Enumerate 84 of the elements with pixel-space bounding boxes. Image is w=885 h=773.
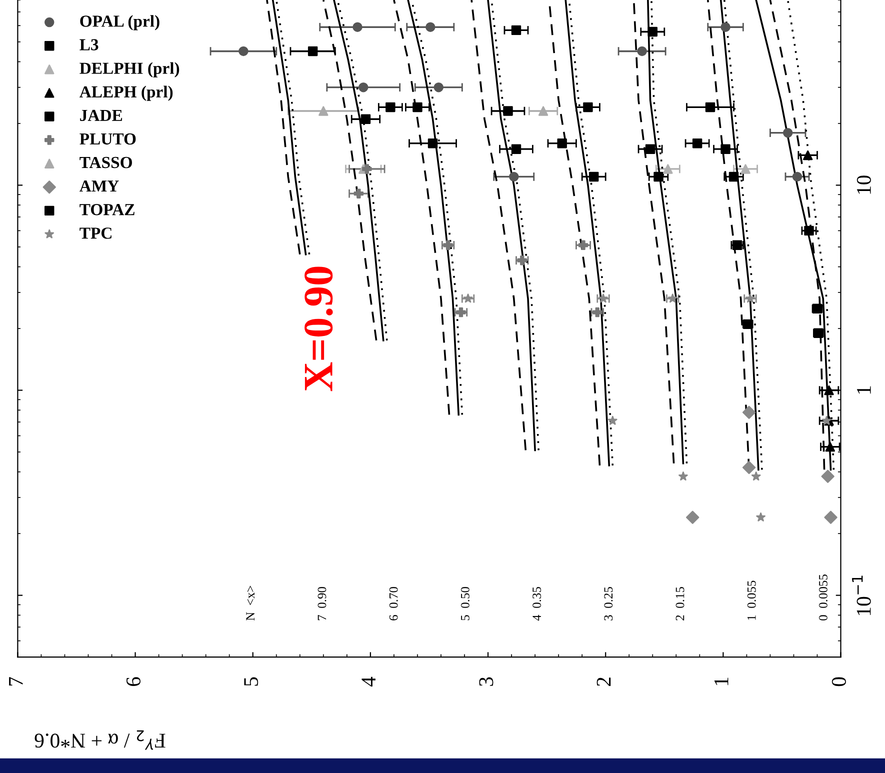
point — [509, 172, 519, 182]
point — [728, 172, 739, 182]
point — [557, 138, 567, 148]
annotation: 5 0.50 — [460, 587, 470, 620]
point — [663, 164, 673, 174]
point — [804, 226, 814, 236]
point — [822, 416, 832, 425]
point — [824, 510, 838, 524]
point — [308, 46, 318, 56]
x-tick-label: 1 — [714, 678, 728, 686]
x-tick-label: 6 — [126, 677, 140, 686]
point — [742, 460, 756, 474]
y-tick-label: 10$^{−1}$ — [852, 576, 871, 616]
point — [354, 188, 364, 198]
annotation: 4 0.35 — [532, 587, 542, 621]
point — [720, 144, 730, 154]
point — [434, 82, 444, 92]
point — [426, 22, 436, 32]
point — [751, 472, 761, 480]
point — [588, 172, 599, 182]
x-tick-label: 5 — [244, 677, 258, 686]
legend-label: OPAL (prl) — [80, 15, 160, 30]
x-tick-label: 0 — [832, 677, 846, 686]
point — [645, 144, 656, 154]
point — [238, 46, 248, 56]
point — [705, 102, 716, 112]
point — [654, 172, 664, 182]
point — [686, 510, 700, 524]
legend-label: DELPHI (prl) — [80, 62, 180, 78]
legend-label: PLUTO — [80, 133, 136, 145]
point — [503, 106, 513, 116]
x-tick-label: 7 — [9, 677, 23, 686]
point — [821, 470, 834, 484]
point — [825, 442, 836, 452]
x-axis-title: F$^{γ}$$_{2}$ / α + N*0.6 — [34, 730, 166, 750]
point — [692, 138, 702, 148]
legend-label: AMY — [80, 180, 119, 192]
legend-label: TASSO — [80, 156, 132, 168]
point — [824, 385, 834, 396]
point — [792, 172, 802, 182]
annotation: X=0.90 — [304, 266, 333, 392]
point — [742, 406, 756, 419]
annotation: 1 0.055 — [747, 580, 756, 620]
point — [678, 472, 688, 480]
x-tick-label: 2 — [596, 678, 611, 686]
point — [511, 144, 522, 154]
point — [318, 106, 328, 116]
annotation: 0 0.0055 — [818, 574, 828, 620]
point — [358, 82, 368, 92]
point — [782, 128, 793, 138]
x-tick-label: 3 — [479, 677, 494, 686]
legend-label: L3 — [80, 39, 98, 50]
point — [352, 22, 362, 32]
annotation: 6 0.70 — [389, 587, 398, 620]
point — [648, 26, 658, 37]
point — [360, 114, 371, 124]
legend-label: ALEPH (prl) — [80, 86, 173, 101]
point — [583, 102, 593, 112]
annotation: 7 0.90 — [318, 587, 326, 620]
point — [578, 240, 588, 250]
point — [428, 138, 438, 148]
point — [511, 25, 522, 36]
legend-label: TOPAZ — [80, 204, 134, 216]
point — [362, 164, 372, 174]
legend-label: JADE — [80, 110, 122, 122]
legend-label: TPC — [80, 228, 112, 239]
y-tick-label: 1 — [857, 386, 871, 394]
point — [608, 416, 618, 425]
point — [740, 164, 750, 174]
point — [756, 512, 766, 522]
line-series — [632, 0, 675, 464]
point — [802, 150, 813, 160]
line-series — [266, 0, 301, 256]
annotation: 3 0.25 — [604, 587, 613, 620]
point — [412, 102, 422, 112]
y-tick-label: 10 — [856, 176, 871, 194]
annotation: 2 0.15 — [676, 587, 684, 620]
point — [386, 102, 396, 112]
point — [720, 22, 730, 32]
x-tick-label: 4 — [362, 676, 376, 687]
point — [637, 46, 647, 56]
annotation: N <x> — [246, 586, 254, 621]
line-series — [470, 0, 527, 452]
point — [538, 106, 548, 116]
